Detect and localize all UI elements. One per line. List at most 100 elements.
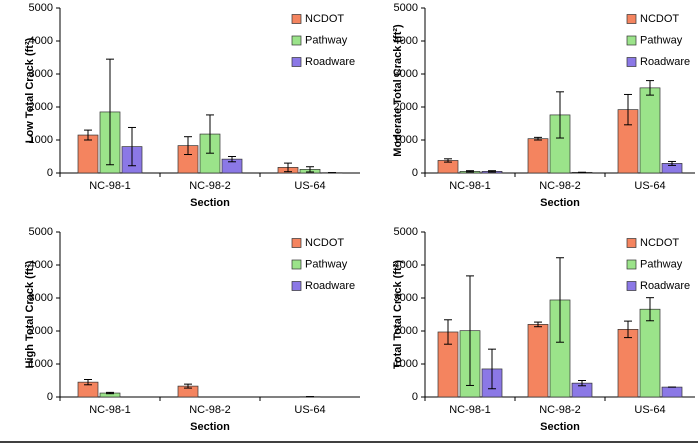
- y-tick-label: 5000: [29, 226, 53, 238]
- x-tick-label: NC-98-2: [539, 180, 581, 192]
- legend-label: NCDOT: [640, 237, 679, 249]
- x-tick-label: NC-98-2: [189, 404, 231, 416]
- error-bar: [646, 80, 654, 96]
- legend-label: Pathway: [305, 258, 348, 270]
- y-tick-label: 2000: [29, 101, 53, 113]
- legend-swatch: [626, 281, 637, 291]
- legend-swatch: [626, 57, 637, 67]
- y-tick-label: 2000: [29, 325, 53, 337]
- error-bar: [84, 129, 92, 141]
- bar: [639, 87, 661, 174]
- error-bar: [488, 348, 496, 390]
- legend-swatch: [626, 259, 637, 270]
- x-axis-label: Section: [540, 421, 580, 433]
- y-tick-label: 4000: [29, 35, 53, 47]
- x-axis-label: Section: [190, 421, 230, 433]
- legend-label: Pathway: [305, 34, 348, 46]
- y-tick-label: 3000: [394, 292, 418, 304]
- error-bar: [206, 114, 214, 154]
- y-tick-label: 2000: [394, 325, 418, 337]
- y-tick-label: 0: [47, 391, 53, 403]
- y-tick-label: 2000: [394, 101, 418, 113]
- error-bar: [556, 91, 564, 139]
- y-axis-label: Moderate Total Crack (ft²): [392, 24, 404, 157]
- error-bar: [534, 136, 542, 141]
- bar: [527, 138, 549, 174]
- y-tick-label: 3000: [394, 68, 418, 80]
- x-tick-label: NC-98-1: [449, 404, 491, 416]
- error-bar: [466, 170, 474, 173]
- x-tick-label: NC-98-2: [189, 180, 231, 192]
- legend-swatch: [626, 35, 637, 46]
- y-tick-label: 0: [47, 167, 53, 179]
- y-tick-label: 3000: [29, 292, 53, 304]
- error-bar: [128, 126, 136, 167]
- error-bar: [556, 257, 564, 343]
- error-bar: [84, 379, 92, 386]
- error-bar: [624, 320, 632, 339]
- y-tick-label: 0: [412, 391, 418, 403]
- y-tick-label: 5000: [394, 2, 418, 14]
- y-tick-label: 0: [412, 167, 418, 179]
- error-bar: [184, 136, 192, 156]
- legend-swatch: [291, 14, 302, 24]
- x-tick-label: US-64: [634, 404, 665, 416]
- legend-swatch: [291, 35, 302, 46]
- x-axis-label: Section: [190, 197, 230, 209]
- y-axis-label: High Total Crack (ft²): [24, 260, 36, 368]
- error-bar: [228, 156, 236, 163]
- y-tick-label: 5000: [29, 2, 53, 14]
- y-tick-label: 5000: [394, 226, 418, 238]
- legend-swatch: [291, 57, 302, 67]
- x-axis-label: Section: [540, 197, 580, 209]
- x-tick-label: NC-98-1: [449, 180, 491, 192]
- error-bar: [646, 297, 654, 322]
- bar: [661, 386, 683, 398]
- error-bar: [534, 321, 542, 328]
- x-tick-label: NC-98-2: [539, 404, 581, 416]
- error-bar: [106, 58, 114, 166]
- bar: [527, 324, 549, 398]
- error-bar: [668, 160, 676, 166]
- x-tick-label: US-64: [294, 404, 325, 416]
- legend-swatch: [626, 238, 637, 248]
- error-bar: [624, 93, 632, 126]
- error-bar: [106, 391, 114, 395]
- legend-swatch: [291, 259, 302, 270]
- x-tick-label: NC-98-1: [89, 404, 131, 416]
- legend-label: Pathway: [640, 258, 683, 270]
- x-tick-label: US-64: [294, 180, 325, 192]
- legend-swatch: [291, 281, 302, 291]
- error-bar: [488, 170, 496, 173]
- y-tick-label: 4000: [29, 259, 53, 271]
- error-bar: [444, 319, 452, 345]
- legend-label: Roadware: [640, 280, 690, 292]
- legend-label: NCDOT: [640, 13, 679, 25]
- error-bar: [578, 380, 586, 387]
- y-tick-label: 1000: [29, 358, 53, 370]
- error-bar: [284, 162, 292, 173]
- legend-label: Roadware: [305, 280, 355, 292]
- legend-label: Roadware: [640, 56, 690, 68]
- y-tick-label: 4000: [394, 35, 418, 47]
- legend-label: NCDOT: [305, 237, 344, 249]
- bar: [617, 329, 639, 398]
- error-bar: [444, 158, 452, 163]
- y-tick-label: 4000: [394, 259, 418, 271]
- legend-label: Roadware: [305, 56, 355, 68]
- x-tick-label: US-64: [634, 180, 665, 192]
- legend-label: Pathway: [640, 34, 683, 46]
- bar: [77, 134, 99, 174]
- bar: [639, 308, 661, 398]
- y-axis-label: Low Total Crack (ft²): [24, 37, 36, 143]
- y-tick-label: 3000: [29, 68, 53, 80]
- y-tick-label: 1000: [29, 134, 53, 146]
- error-bar: [184, 383, 192, 389]
- y-tick-label: 1000: [394, 134, 418, 146]
- legend-swatch: [291, 238, 302, 248]
- y-axis-label: Total Total Crack (ft²): [392, 260, 404, 369]
- x-tick-label: NC-98-1: [89, 180, 131, 192]
- legend-label: NCDOT: [305, 13, 344, 25]
- legend-swatch: [626, 14, 637, 24]
